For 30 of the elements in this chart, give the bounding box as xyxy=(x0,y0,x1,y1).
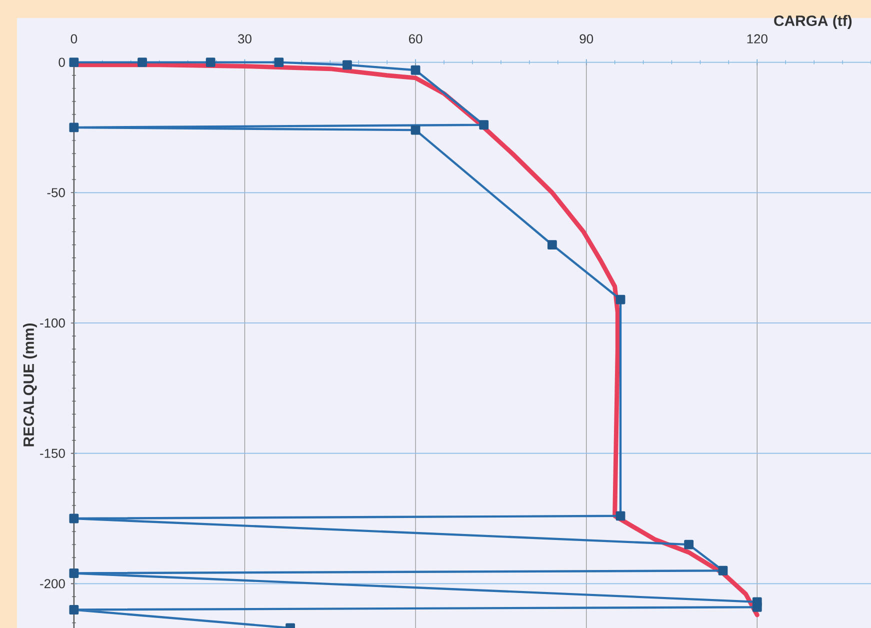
point xyxy=(69,568,79,578)
x-tick-label: 90 xyxy=(580,34,594,44)
point xyxy=(684,540,694,550)
y-axis-title: RECALQUE (mm) xyxy=(23,323,37,446)
point xyxy=(69,122,79,132)
point xyxy=(410,125,420,135)
point xyxy=(752,602,762,612)
point xyxy=(206,58,216,67)
y-tick-label: -150 xyxy=(40,448,65,458)
point xyxy=(616,294,626,304)
x-tick-label: 0 xyxy=(70,34,78,44)
x-tick-label: 60 xyxy=(408,34,422,44)
y-tick-label: -50 xyxy=(47,188,65,198)
x-tick-label: 30 xyxy=(238,34,252,44)
point xyxy=(616,511,626,521)
point xyxy=(138,58,147,67)
point xyxy=(274,58,284,67)
point xyxy=(69,514,79,524)
point xyxy=(547,240,557,250)
x-tick-label: 120 xyxy=(747,34,768,44)
x-axis-title: CARGA (tf) xyxy=(774,15,852,29)
point xyxy=(69,605,79,614)
point xyxy=(342,60,352,70)
point xyxy=(69,58,79,67)
y-tick-label: -100 xyxy=(40,318,65,328)
point xyxy=(479,120,489,130)
y-tick-label: -200 xyxy=(40,579,65,588)
point xyxy=(410,65,420,75)
y-tick-label: 0 xyxy=(58,58,65,67)
point xyxy=(718,566,728,576)
